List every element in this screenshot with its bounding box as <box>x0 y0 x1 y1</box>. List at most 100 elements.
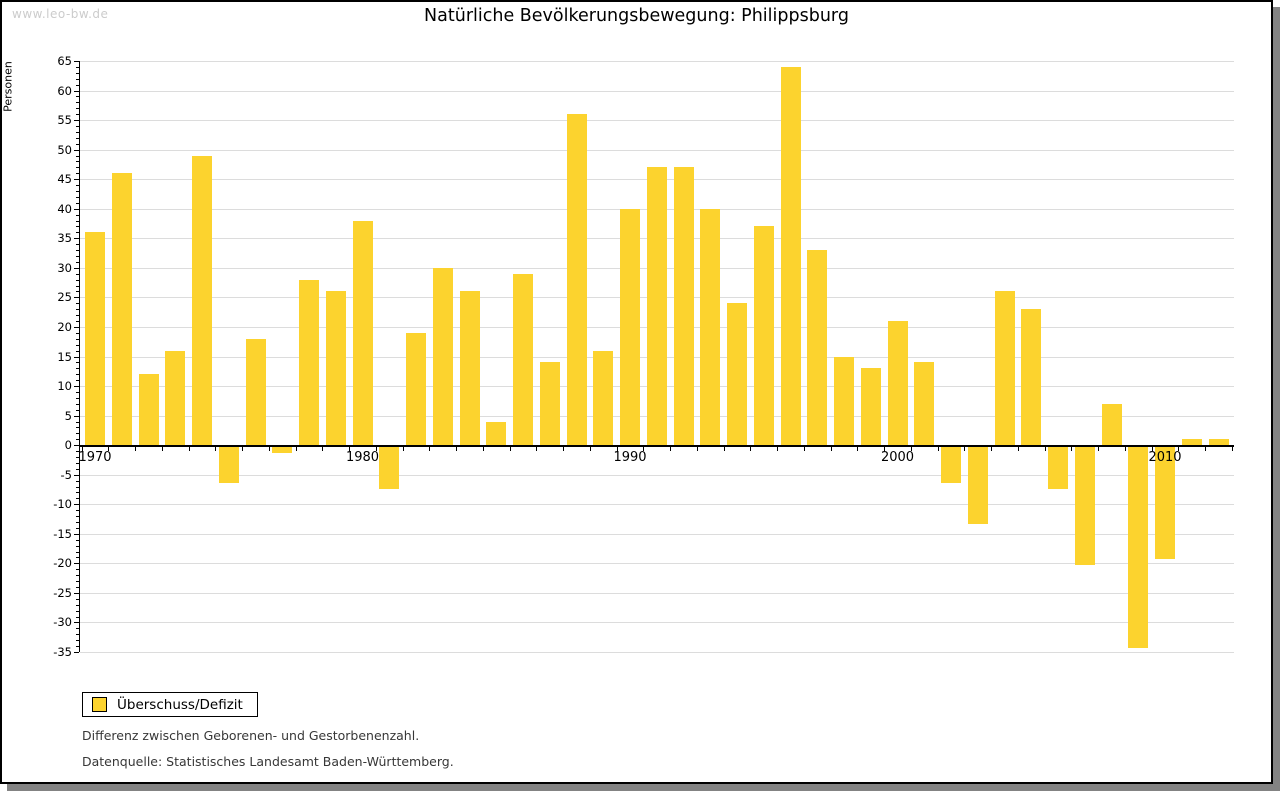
y-axis-tick <box>76 226 79 228</box>
y-tick-label--5: -5 <box>60 467 72 482</box>
bar-2010 <box>1155 447 1175 560</box>
x-axis-tick <box>349 445 351 452</box>
y-axis-tick <box>76 610 79 612</box>
y-axis-tick <box>76 374 79 376</box>
x-axis-tick <box>589 445 591 452</box>
y-axis-tick <box>76 332 79 334</box>
y-axis-tick <box>76 196 79 198</box>
bar-2006 <box>1048 447 1068 489</box>
x-axis-tick <box>777 445 779 452</box>
y-tick-label-0: 0 <box>64 438 72 453</box>
y-axis-tick <box>76 161 79 163</box>
y-tick-label-20: 20 <box>57 319 72 334</box>
gridline--35 <box>80 652 1234 653</box>
y-axis-tick <box>76 640 79 642</box>
x-axis-tick <box>81 445 83 452</box>
bar-2009 <box>1128 447 1149 649</box>
y-axis-tick <box>76 72 79 74</box>
y-axis-tick <box>76 462 79 464</box>
x-tick-label-1970: 1970 <box>78 450 112 466</box>
x-axis-tick <box>1205 445 1207 452</box>
y-axis-tick <box>76 362 79 364</box>
y-tick-label-10: 10 <box>57 379 72 394</box>
bar-1989 <box>593 350 614 446</box>
y-axis-tick <box>74 326 79 328</box>
y-tick-label--30: -30 <box>53 615 72 630</box>
bar-1998 <box>834 356 854 446</box>
y-axis-tick <box>76 427 79 429</box>
x-axis-tick <box>750 445 752 452</box>
y-tick-label-55: 55 <box>57 113 72 128</box>
x-axis-tick <box>402 445 404 452</box>
bar-2001 <box>914 362 935 446</box>
y-axis-tick <box>74 592 79 594</box>
bar-1976 <box>245 338 266 446</box>
y-axis-tick <box>76 214 79 216</box>
y-axis-tick <box>76 102 79 104</box>
y-axis-tick <box>76 409 79 411</box>
gridline--5 <box>80 474 1234 476</box>
gridline--15 <box>80 533 1234 535</box>
bar-1983 <box>432 267 453 446</box>
y-axis-tick <box>76 451 79 453</box>
y-axis-tick <box>76 108 79 110</box>
x-axis-tick <box>1044 445 1046 452</box>
x-axis-tick <box>616 445 618 452</box>
y-axis-tick <box>76 244 79 246</box>
x-axis-tick <box>295 445 297 452</box>
x-axis-tick <box>1151 445 1153 452</box>
y-tick-label--25: -25 <box>53 585 72 600</box>
gridline--10 <box>80 504 1234 506</box>
y-axis-tick <box>76 250 79 252</box>
x-axis-tick <box>803 445 805 452</box>
bar-1987 <box>539 362 560 446</box>
y-tick-label-15: 15 <box>57 349 72 364</box>
bar-1979 <box>325 291 346 446</box>
x-axis-tick <box>884 445 886 452</box>
y-axis-tick <box>74 238 79 240</box>
y-tick-label--10: -10 <box>53 497 72 512</box>
y-axis-tick <box>74 415 79 417</box>
y-axis-tick <box>76 498 79 500</box>
y-axis-tick <box>76 291 79 293</box>
gridline--20 <box>80 563 1234 565</box>
y-axis-tick <box>76 114 79 116</box>
y-axis-tick <box>76 604 79 606</box>
x-tick-label-2000: 2000 <box>880 450 915 466</box>
y-tick-label-60: 60 <box>57 83 72 98</box>
x-axis-tick <box>188 445 190 452</box>
y-axis-tick <box>76 368 79 370</box>
y-axis-tick <box>74 297 79 299</box>
y-axis-tick <box>76 191 79 193</box>
bar-2005 <box>1021 309 1042 446</box>
bar-1999 <box>860 368 881 446</box>
y-axis-tick <box>74 504 79 506</box>
y-axis-tick <box>76 202 79 204</box>
y-axis-tick <box>74 90 79 92</box>
y-axis-tick <box>76 256 79 258</box>
y-axis-line <box>79 61 80 652</box>
y-axis-tick <box>76 492 79 494</box>
y-axis-tick <box>76 598 79 600</box>
y-axis-tick <box>76 344 79 346</box>
y-axis-tick <box>76 285 79 287</box>
y-axis-tick <box>76 261 79 263</box>
y-axis-tick <box>76 480 79 482</box>
x-axis-tick <box>1178 445 1180 452</box>
y-tick-label-30: 30 <box>57 260 72 275</box>
y-tick-label-25: 25 <box>57 290 72 305</box>
y-axis-tick <box>76 273 79 275</box>
x-tick-label-1980: 1980 <box>345 450 380 466</box>
x-axis-tick <box>696 445 698 452</box>
bar-1972 <box>138 374 159 446</box>
y-axis-tick <box>76 545 79 547</box>
bar-1982 <box>406 332 426 446</box>
y-axis-tick <box>74 652 79 653</box>
x-axis-tick <box>670 445 672 452</box>
x-axis-line <box>80 445 1234 448</box>
y-axis-tick <box>74 445 79 447</box>
y-axis-tick <box>74 474 79 476</box>
y-tick-label-35: 35 <box>57 231 72 246</box>
x-axis-tick <box>1124 445 1126 452</box>
y-axis-tick <box>76 421 79 423</box>
